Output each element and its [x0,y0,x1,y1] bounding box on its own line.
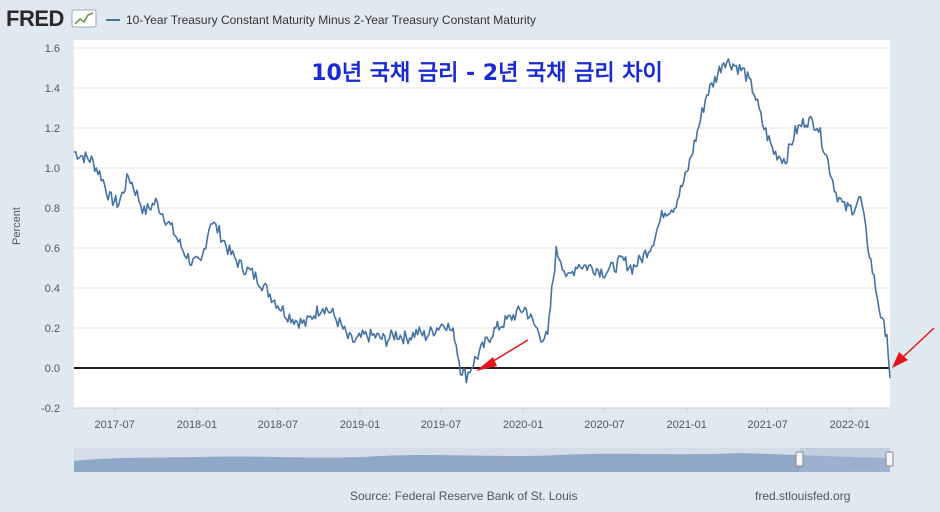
x-tick-label: 2018-01 [177,419,217,431]
source-text: Source: Federal Reserve Bank of St. Loui… [350,489,577,503]
x-tick-label: 2019-01 [340,419,380,431]
x-tick-label: 2018-07 [258,419,298,431]
x-tick-label: 2020-01 [503,419,543,431]
x-tick-label: 2021-07 [747,419,787,431]
navigator-year-label: 2000 [494,458,517,469]
navigator-series-area [74,453,890,472]
y-tick-label: 0.4 [45,283,60,295]
annotation-title: 10년 국채 금리 - 2년 국채 금리 차이 [311,61,663,86]
navigator-year-labels: 1980 1990 2000 2010 2020 [139,458,872,469]
fred-logo: FRED [6,6,64,31]
arrow-2022 [892,327,935,368]
y-tick-label: 1.0 [45,163,60,175]
navigator-year-label: 2020 [849,458,872,469]
header: FRED 10-Year Treasury Constant Maturity … [6,6,536,31]
x-tick-label: 2020-07 [584,419,624,431]
range-navigator[interactable]: 1980 1990 2000 2010 2020 [74,448,894,472]
navigator-left-handle[interactable] [795,451,804,467]
y-tick-label: 0.8 [45,203,60,215]
navigator-selection[interactable] [800,448,890,472]
navigator-right-handle[interactable] [885,451,894,467]
x-tick-label: 2021-01 [666,419,706,431]
series-line [73,58,891,384]
y-axis-label: Percent [11,207,23,245]
x-tick-label: 2019-07 [421,419,461,431]
y-tick-label: -0.2 [41,403,60,415]
y-tick-label: 1.2 [45,123,60,135]
navigator-year-label: 2010 [672,458,695,469]
y-tick-label: 1.4 [45,83,60,95]
fred-logo-icon [71,9,97,28]
y-tick-label: 0.0 [45,363,60,375]
y-tick-label: 1.6 [45,43,60,55]
navigator-year-label: 1980 [139,458,162,469]
navigator-year-label: 1990 [319,458,342,469]
y-tick-label: 0.2 [45,323,60,335]
legend-label[interactable]: 10-Year Treasury Constant Maturity Minus… [126,13,536,27]
x-tick-label: 2022-01 [830,419,870,431]
y-tick-label: 0.6 [45,243,60,255]
plot-area[interactable] [74,40,890,408]
site-link[interactable]: fred.stlouisfed.org [755,489,850,503]
x-axis: 2017-07 2018-01 2018-07 2019-01 2019-07 2020-… [74,407,890,431]
x-tick-label: 2017-07 [94,419,134,431]
y-axis: 1.6 1.4 1.2 1.0 0.8 0.6 0.4 0.2 0.0 -0.2 [41,43,60,415]
arrow-2019 [476,339,529,371]
